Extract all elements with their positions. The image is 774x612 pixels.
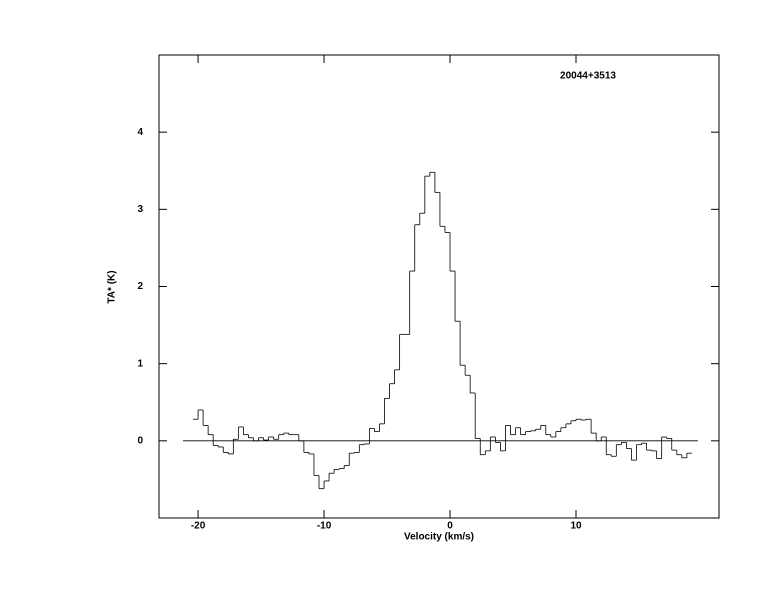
x-tick-label: 10 — [570, 521, 582, 532]
x-tick-label: -10 — [317, 521, 332, 532]
y-axis-label: TA* (K) — [107, 270, 118, 303]
plot-frame — [158, 54, 720, 519]
y-tick-label: 1 — [137, 358, 143, 369]
x-tick-label: -20 — [191, 521, 206, 532]
x-tick-label: 0 — [447, 521, 453, 532]
y-tick-label: 4 — [137, 127, 143, 138]
source-label: 20044+3513 — [560, 71, 616, 82]
y-tick-label: 0 — [137, 435, 143, 446]
x-axis-label: Velocity (km/s) — [404, 532, 474, 543]
y-tick-label: 3 — [137, 204, 143, 215]
y-tick-label: 2 — [137, 281, 143, 292]
